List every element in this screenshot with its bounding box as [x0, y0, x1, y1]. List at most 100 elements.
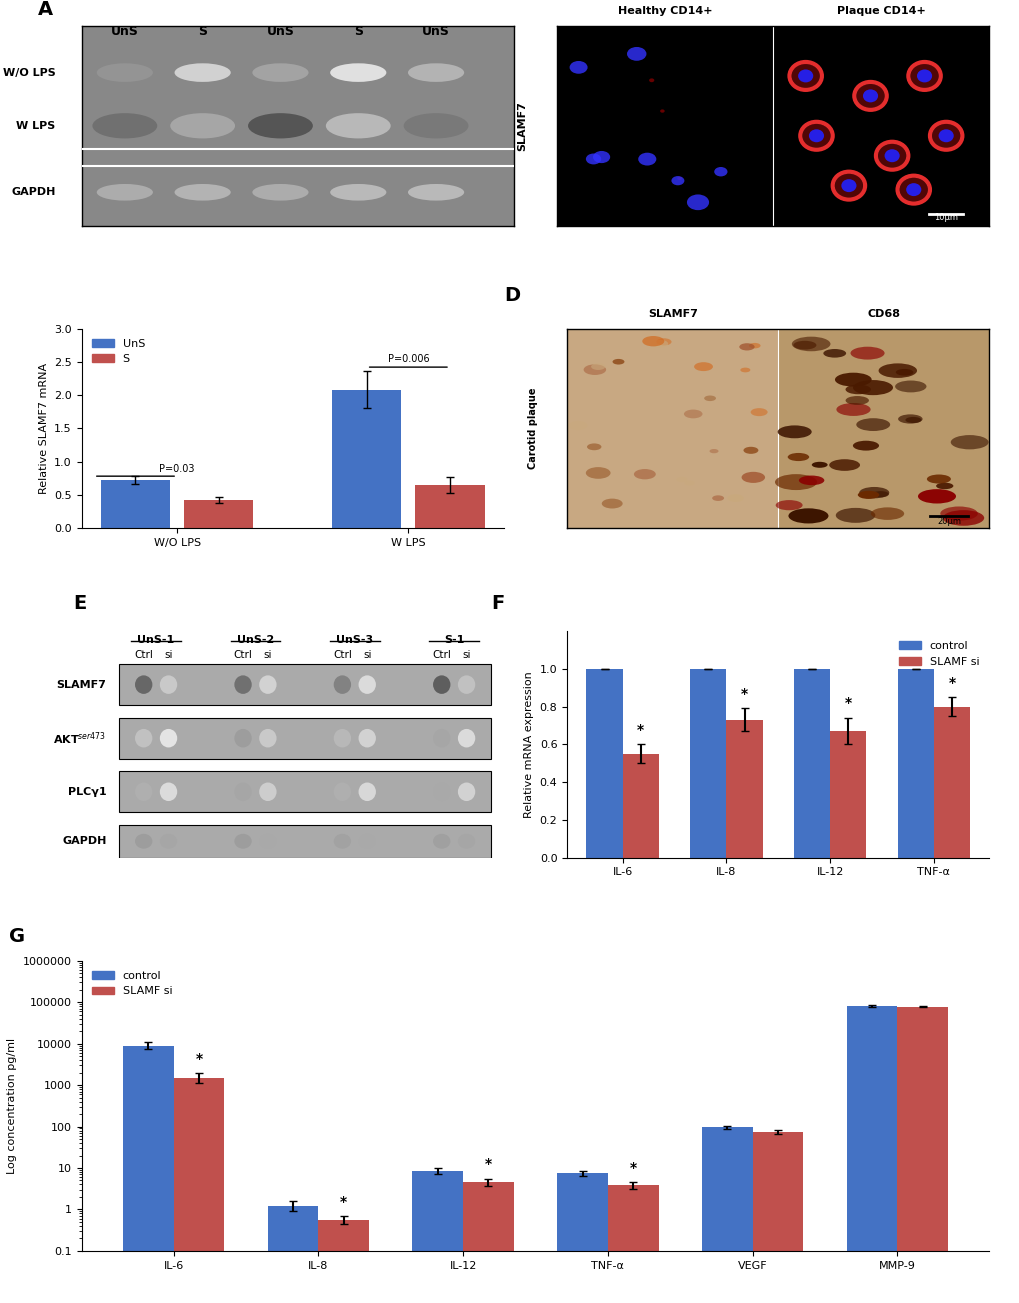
Ellipse shape — [822, 349, 846, 357]
Ellipse shape — [568, 421, 587, 430]
Ellipse shape — [97, 184, 153, 201]
Bar — [119, 771, 491, 812]
Ellipse shape — [857, 491, 878, 499]
Ellipse shape — [135, 834, 152, 848]
Text: *: * — [629, 1161, 636, 1175]
Bar — [415, 485, 484, 528]
Ellipse shape — [798, 476, 823, 485]
Bar — [267, 1207, 318, 1303]
Ellipse shape — [174, 184, 230, 201]
Ellipse shape — [845, 396, 868, 405]
Ellipse shape — [834, 173, 862, 198]
Text: 10μm: 10μm — [933, 212, 957, 222]
Y-axis label: Log concentration pg/ml: Log concentration pg/ml — [7, 1037, 17, 1174]
Bar — [701, 1127, 752, 1303]
Text: CD68: CD68 — [866, 309, 900, 318]
Text: *: * — [844, 696, 851, 710]
Ellipse shape — [160, 834, 177, 848]
Text: GAPDH: GAPDH — [62, 837, 106, 846]
Ellipse shape — [259, 834, 276, 848]
Ellipse shape — [234, 728, 252, 748]
Text: si: si — [462, 650, 471, 659]
Ellipse shape — [655, 339, 671, 345]
Y-axis label: Relative mRNA expression: Relative mRNA expression — [524, 671, 534, 818]
Ellipse shape — [135, 728, 152, 748]
Ellipse shape — [931, 124, 959, 147]
Bar — [622, 754, 658, 857]
Ellipse shape — [897, 414, 921, 423]
Text: Healthy CD14+: Healthy CD14+ — [618, 7, 711, 16]
Text: *: * — [195, 1052, 202, 1066]
Ellipse shape — [877, 364, 916, 378]
Text: UnS-1: UnS-1 — [138, 635, 174, 645]
Ellipse shape — [638, 152, 655, 165]
Ellipse shape — [333, 728, 351, 748]
Ellipse shape — [776, 425, 811, 438]
Text: Ctrl: Ctrl — [135, 650, 153, 659]
Text: Ctrl: Ctrl — [233, 650, 253, 659]
Legend: control, SLAMF si: control, SLAMF si — [894, 637, 983, 671]
Text: P=0.006: P=0.006 — [387, 354, 429, 364]
Ellipse shape — [910, 64, 937, 87]
Text: S-1: S-1 — [443, 635, 464, 645]
Text: D: D — [503, 285, 520, 305]
Ellipse shape — [895, 380, 925, 392]
Text: *: * — [948, 675, 955, 689]
Ellipse shape — [433, 728, 450, 748]
Ellipse shape — [841, 179, 856, 192]
Ellipse shape — [727, 494, 743, 502]
Ellipse shape — [684, 481, 694, 486]
Ellipse shape — [797, 69, 812, 82]
Ellipse shape — [671, 176, 684, 185]
Ellipse shape — [627, 47, 646, 61]
Ellipse shape — [585, 466, 610, 478]
Ellipse shape — [601, 499, 622, 508]
Ellipse shape — [871, 491, 888, 498]
Legend: UnS, S: UnS, S — [87, 334, 150, 369]
Text: si: si — [363, 650, 371, 659]
Ellipse shape — [404, 113, 468, 138]
Ellipse shape — [170, 113, 234, 138]
Ellipse shape — [591, 364, 605, 370]
Text: W/O LPS: W/O LPS — [3, 68, 56, 78]
Ellipse shape — [333, 783, 351, 801]
Bar — [846, 1006, 897, 1303]
Bar — [690, 668, 726, 857]
Ellipse shape — [828, 459, 859, 470]
Ellipse shape — [330, 184, 386, 201]
Ellipse shape — [408, 64, 464, 82]
Ellipse shape — [684, 409, 702, 418]
Ellipse shape — [693, 362, 712, 371]
Ellipse shape — [774, 500, 802, 511]
Text: 20μm: 20μm — [936, 517, 960, 526]
Text: UnS: UnS — [266, 25, 294, 38]
Text: GAPDH: GAPDH — [11, 188, 56, 197]
Ellipse shape — [648, 78, 653, 82]
Bar — [556, 1173, 607, 1303]
Ellipse shape — [160, 675, 177, 694]
Ellipse shape — [788, 508, 827, 524]
Text: *: * — [484, 1157, 491, 1171]
Ellipse shape — [855, 418, 890, 431]
Ellipse shape — [659, 109, 664, 113]
Ellipse shape — [234, 783, 252, 801]
Ellipse shape — [741, 472, 764, 483]
Ellipse shape — [586, 443, 601, 451]
Ellipse shape — [917, 489, 955, 503]
Ellipse shape — [433, 834, 450, 848]
Ellipse shape — [642, 336, 663, 347]
Ellipse shape — [135, 675, 152, 694]
Ellipse shape — [333, 675, 351, 694]
Ellipse shape — [802, 124, 829, 147]
Text: *: * — [740, 687, 747, 701]
Ellipse shape — [612, 358, 624, 365]
Ellipse shape — [325, 113, 390, 138]
Ellipse shape — [248, 113, 313, 138]
Bar — [119, 825, 491, 857]
Ellipse shape — [585, 154, 600, 164]
Text: Plaque CD14+: Plaque CD14+ — [837, 7, 925, 16]
Ellipse shape — [330, 64, 386, 82]
Bar — [183, 500, 253, 528]
Ellipse shape — [877, 143, 905, 168]
Ellipse shape — [174, 64, 230, 82]
